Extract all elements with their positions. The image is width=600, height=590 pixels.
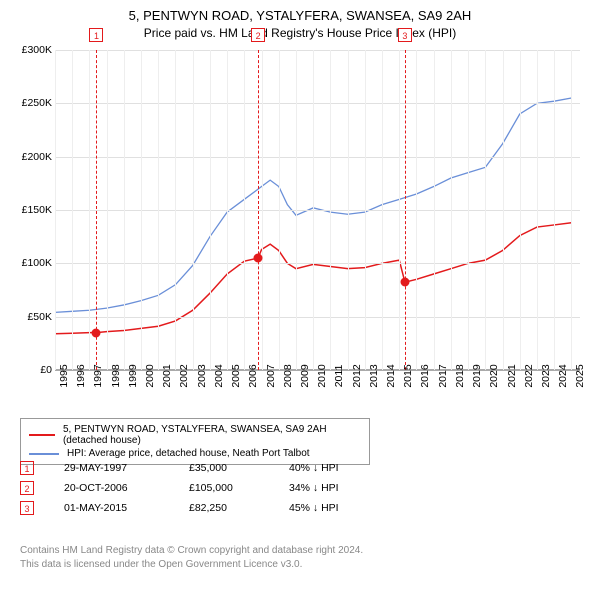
- gridline-v: [468, 50, 469, 370]
- gridline-v: [296, 50, 297, 370]
- y-axis-label: £250K: [10, 97, 52, 109]
- gridline-v: [520, 50, 521, 370]
- y-axis-label: £150K: [10, 204, 52, 216]
- gridline-v: [279, 50, 280, 370]
- footer-attribution: Contains HM Land Registry data © Crown c…: [20, 544, 363, 571]
- marker-badge-1: 1: [89, 28, 103, 42]
- gridline-v: [210, 50, 211, 370]
- x-axis-label: 2025: [574, 364, 600, 387]
- gridline-h: [55, 210, 580, 211]
- y-axis-label: £200K: [10, 151, 52, 163]
- gridline-v: [554, 50, 555, 370]
- y-axis-label: £300K: [10, 44, 52, 56]
- gridline-v: [107, 50, 108, 370]
- chart-area: 123 £0£50K£100K£150K£200K£250K£300K19951…: [10, 50, 590, 410]
- gridline-v: [72, 50, 73, 370]
- legend-swatch: [29, 434, 55, 436]
- marker-table-badge: 1: [20, 461, 34, 475]
- marker-line-1: [96, 50, 97, 370]
- gridline-v: [485, 50, 486, 370]
- gridline-v: [503, 50, 504, 370]
- marker-dot-2: [254, 254, 263, 263]
- gridline-v: [55, 50, 56, 370]
- y-axis-label: £50K: [10, 311, 52, 323]
- y-axis-label: £100K: [10, 257, 52, 269]
- gridline-v: [434, 50, 435, 370]
- footer-line-2: This data is licensed under the Open Gov…: [20, 558, 363, 572]
- gridline-v: [399, 50, 400, 370]
- gridline-v: [262, 50, 263, 370]
- gridline-v: [313, 50, 314, 370]
- y-axis-label: £0: [10, 364, 52, 376]
- marker-badge-2: 2: [251, 28, 265, 42]
- gridline-v: [227, 50, 228, 370]
- marker-table-price: £82,250: [189, 502, 259, 514]
- legend-swatch: [29, 453, 59, 455]
- gridline-v: [244, 50, 245, 370]
- gridline-v: [141, 50, 142, 370]
- gridline-v: [158, 50, 159, 370]
- gridline-v: [365, 50, 366, 370]
- gridline-v: [416, 50, 417, 370]
- marker-table-row: 3 01-MAY-2015 £82,250 45% ↓ HPI: [20, 498, 339, 518]
- gridline-v: [330, 50, 331, 370]
- gridline-v: [382, 50, 383, 370]
- markers-table: 1 29-MAY-1997 £35,000 40% ↓ HPI 2 20-OCT-2006…: [20, 458, 339, 518]
- chart-container: { "title": "5, PENTWYN ROAD, YSTALYFERA,…: [0, 0, 600, 590]
- marker-table-date: 20-OCT-2006: [64, 482, 159, 494]
- marker-table-badge: 2: [20, 481, 34, 495]
- gridline-v: [175, 50, 176, 370]
- gridline-v: [571, 50, 572, 370]
- marker-line-2: [258, 50, 259, 370]
- gridline-v: [89, 50, 90, 370]
- gridline-v: [537, 50, 538, 370]
- gridline-h: [55, 317, 580, 318]
- gridline-h: [55, 50, 580, 51]
- marker-dot-1: [92, 328, 101, 337]
- marker-table-date: 01-MAY-2015: [64, 502, 159, 514]
- gridline-v: [348, 50, 349, 370]
- marker-table-note: 45% ↓ HPI: [289, 502, 339, 514]
- gridline-h: [55, 263, 580, 264]
- marker-table-note: 40% ↓ HPI: [289, 462, 339, 474]
- marker-table-row: 1 29-MAY-1997 £35,000 40% ↓ HPI: [20, 458, 339, 478]
- marker-table-note: 34% ↓ HPI: [289, 482, 339, 494]
- marker-line-3: [405, 50, 406, 370]
- marker-table-badge: 3: [20, 501, 34, 515]
- gridline-v: [124, 50, 125, 370]
- marker-table-price: £105,000: [189, 482, 259, 494]
- marker-table-price: £35,000: [189, 462, 259, 474]
- gridline-v: [193, 50, 194, 370]
- marker-badge-3: 3: [398, 28, 412, 42]
- gridline-v: [451, 50, 452, 370]
- footer-line-1: Contains HM Land Registry data © Crown c…: [20, 544, 363, 558]
- gridline-h: [55, 103, 580, 104]
- chart-title: 5, PENTWYN ROAD, YSTALYFERA, SWANSEA, SA…: [0, 0, 600, 23]
- gridline-h: [55, 157, 580, 158]
- legend-label: 5, PENTWYN ROAD, YSTALYFERA, SWANSEA, SA…: [63, 424, 361, 446]
- legend-item: 5, PENTWYN ROAD, YSTALYFERA, SWANSEA, SA…: [29, 423, 361, 447]
- marker-table-row: 2 20-OCT-2006 £105,000 34% ↓ HPI: [20, 478, 339, 498]
- plot-area: 123: [55, 50, 580, 370]
- marker-table-date: 29-MAY-1997: [64, 462, 159, 474]
- marker-dot-3: [400, 278, 409, 287]
